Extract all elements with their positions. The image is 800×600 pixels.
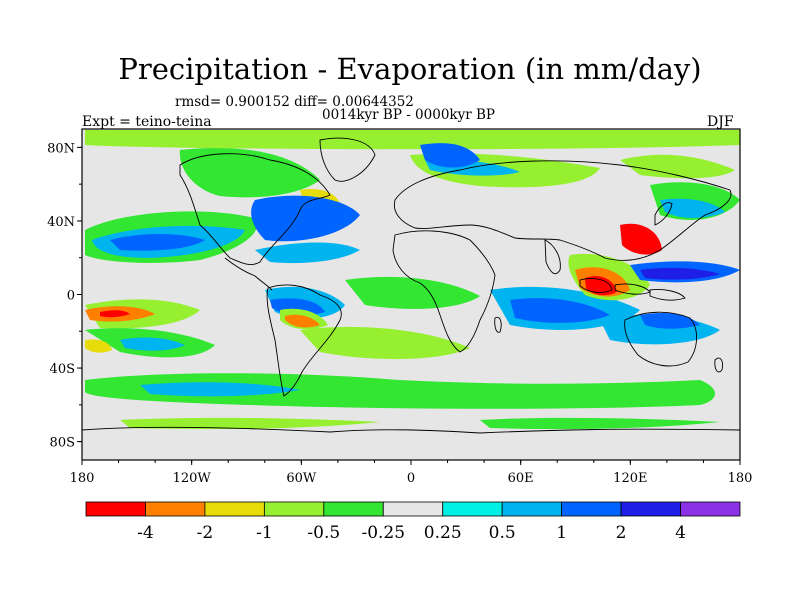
plot-title: Precipitation - Evaporation (in mm/day)	[118, 52, 702, 86]
colorbar-box	[382, 501, 444, 517]
colorbar-label: -0.25	[361, 523, 405, 543]
colorbar-box	[620, 501, 681, 517]
lon-label: 0	[407, 471, 415, 486]
season-label: DJF	[707, 114, 734, 130]
colorbar-box	[680, 501, 741, 517]
lon-labels: 180 120W 60W 0 60E 120E 180	[70, 471, 753, 486]
colorbar-box	[85, 501, 146, 517]
lat-label: 0	[67, 289, 75, 304]
lat-label: 80N	[47, 141, 75, 156]
period-text: 0014kyr BP - 0000kyr BP	[322, 107, 495, 123]
lon-label: 120W	[173, 471, 212, 486]
colorbar-box	[501, 501, 563, 517]
anomaly-field	[82, 130, 740, 460]
colorbar-box	[263, 501, 325, 517]
colorbar-box	[323, 501, 384, 517]
lat-label: 40S	[50, 362, 75, 377]
colorbar-label: 1	[556, 523, 567, 543]
lon-label: 60W	[286, 471, 317, 486]
lon-label: 180	[728, 471, 753, 486]
lat-label: 80S	[50, 436, 75, 451]
lon-label: 120E	[613, 471, 647, 486]
lon-label: 180	[70, 471, 95, 486]
axis-ticks	[77, 146, 741, 465]
coastlines	[82, 137, 740, 434]
colorbar-label: 2	[616, 523, 627, 543]
colorbar-label: 4	[675, 523, 686, 543]
map-panel	[81, 128, 741, 461]
colorbar-label: -2	[197, 523, 214, 543]
colorbar-label: -0.5	[307, 523, 340, 543]
colorbar-box	[561, 501, 622, 517]
colorbar-box	[442, 501, 503, 517]
colorbar-box	[204, 501, 265, 517]
colorbar-label: 0.25	[424, 523, 462, 543]
colorbar-label: 0.5	[489, 523, 516, 543]
colorbar	[85, 501, 741, 517]
stats-text: rmsd= 0.900152 diff= 0.00644352	[175, 94, 414, 110]
experiment-label: Expt = teino-teina	[82, 114, 212, 130]
lat-labels: 80N 40N 0 40S 80S	[47, 141, 75, 450]
colorbar-labels: -4 -2 -1 -0.5 -0.25 0.25 0.5 1 2 4	[137, 523, 686, 543]
colorbar-label: -1	[256, 523, 273, 543]
lon-label: 60E	[508, 471, 534, 486]
lat-label: 40N	[47, 215, 75, 230]
colorbar-label: -4	[137, 523, 154, 543]
colorbar-box	[145, 501, 206, 517]
